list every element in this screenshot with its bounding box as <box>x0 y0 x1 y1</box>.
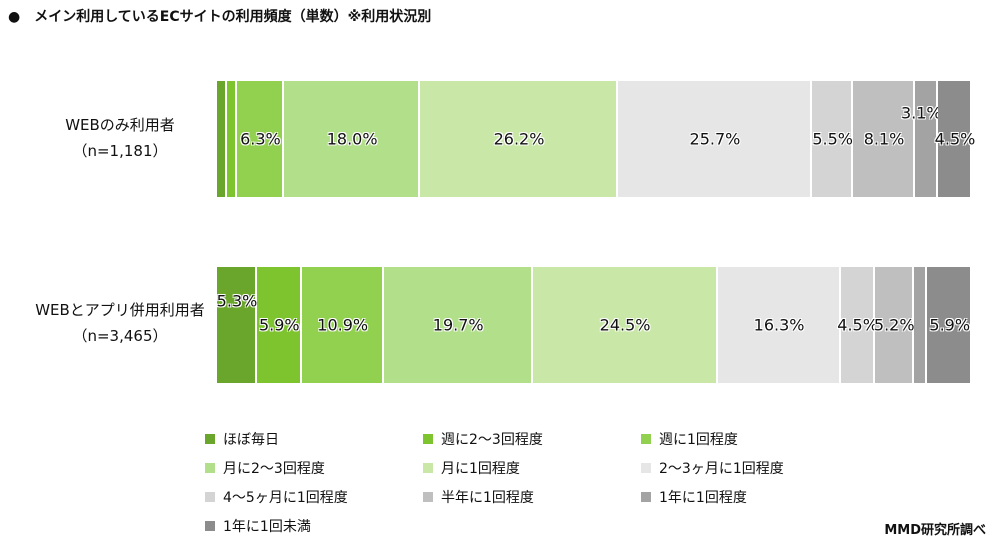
legend-item: 月に1回程度 <box>423 457 641 478</box>
bar-segment <box>236 81 285 197</box>
bar-web-only: 6.3% 18.0% 26.2% 25.7% 5.5% 8.1% 3.1% 4.5% <box>217 81 975 197</box>
bar-web-app: 5.3% 5.9% 10.9% 19.7% 24.5% 16.3% 4.5% 5.2% 5.9% <box>217 267 972 383</box>
data-label: 26.2% <box>493 129 545 149</box>
legend-swatch <box>205 491 215 502</box>
legend-label: 2～3ヶ月に1回程度 <box>659 460 784 477</box>
data-label: 24.5% <box>599 315 651 335</box>
legend-swatch <box>641 491 651 502</box>
data-label: 16.3% <box>753 315 805 335</box>
bar-segment <box>938 81 972 197</box>
legend-item: 週に2～3回程度 <box>423 428 641 449</box>
legend-label: 月に2～3回程度 <box>223 460 325 477</box>
source-credit: MMD研究所調べ <box>884 523 986 538</box>
legend-label: 1年に1回程度 <box>659 489 747 506</box>
legend-swatch <box>205 462 215 473</box>
legend-item: 月に2～3回程度 <box>205 457 423 478</box>
legend-label: 1年に1回未満 <box>223 518 311 535</box>
bar-segment <box>811 81 854 197</box>
bar-segment <box>257 267 302 383</box>
bar-segment <box>874 267 914 383</box>
data-label: 25.7% <box>689 129 741 149</box>
legend-swatch <box>205 433 215 444</box>
bar-segment <box>717 267 841 383</box>
category-n: （n=3,465） <box>72 327 168 345</box>
legend-item: 1年に1回程度 <box>641 486 881 507</box>
legend-swatch <box>423 491 433 502</box>
bar-segment <box>617 81 812 197</box>
data-label: 10.9% <box>317 315 369 335</box>
category-n: （n=1,181） <box>72 142 168 160</box>
data-label: 5.3% <box>216 291 258 311</box>
data-label: 5.9% <box>258 315 300 335</box>
bar-segment <box>284 81 421 197</box>
category-label-web-only: WEBのみ利用者 （n=1,181） <box>20 112 220 164</box>
title-text: メイン利用しているECサイトの利用頻度（単数）※利用状況別 <box>34 9 432 25</box>
bar-segment <box>532 267 718 383</box>
data-label: 8.1% <box>863 129 905 149</box>
data-label: 5.2% <box>873 315 915 335</box>
legend-label: 半年に1回程度 <box>441 489 534 506</box>
bar-segment <box>301 267 384 383</box>
legend-item: 1年に1回未満 <box>205 515 423 536</box>
category-name: WEBとアプリ併用利用者 <box>35 301 205 319</box>
bar-segment <box>226 81 237 197</box>
legend-item: 2～3ヶ月に1回程度 <box>641 457 881 478</box>
data-label: 6.3% <box>240 129 281 149</box>
legend-label: 4～5ヶ月に1回程度 <box>223 489 348 506</box>
legend-label: 週に2～3回程度 <box>441 431 543 448</box>
legend-label: 月に1回程度 <box>441 460 520 477</box>
legend-swatch <box>205 520 215 531</box>
legend-item: 半年に1回程度 <box>423 486 641 507</box>
bar-segment <box>927 267 972 383</box>
bullet-icon: ● <box>8 9 21 25</box>
data-label: 19.7% <box>432 315 484 335</box>
data-label: 4.5% <box>934 129 976 149</box>
bar-segment <box>840 267 875 383</box>
bar-segment <box>853 81 915 197</box>
legend-item: 4～5ヶ月に1回程度 <box>205 486 423 507</box>
bar-segment <box>914 81 938 197</box>
category-name: WEBのみ利用者 <box>65 116 175 134</box>
data-label: 18.0% <box>326 129 378 149</box>
bar-segment <box>913 267 928 383</box>
category-label-web-app: WEBとアプリ併用利用者 （n=3,465） <box>20 297 220 349</box>
legend-item: ほぼ毎日 <box>205 428 423 449</box>
data-label: 5.9% <box>929 315 971 335</box>
legend-swatch <box>423 433 433 444</box>
data-label: 3.1% <box>900 103 942 123</box>
bar-segment <box>217 81 227 197</box>
data-label: 5.5% <box>812 129 854 149</box>
legend: ほぼ毎日 週に2～3回程度 週に1回程度月に2～3回程度 月に1回程度 2～3ヶ月に1回… <box>205 428 885 536</box>
data-label: 4.5% <box>837 315 878 335</box>
legend-swatch <box>423 462 433 473</box>
legend-label: ほぼ毎日 <box>223 431 279 448</box>
bar-segment <box>383 267 533 383</box>
legend-swatch <box>641 433 651 444</box>
legend-label: 週に1回程度 <box>659 431 738 448</box>
chart-title: ● メイン利用しているECサイトの利用頻度（単数）※利用状況別 <box>8 6 431 26</box>
bar-segment <box>217 267 257 383</box>
legend-item: 週に1回程度 <box>641 428 881 449</box>
bar-segment <box>420 81 618 197</box>
legend-swatch <box>641 462 651 473</box>
